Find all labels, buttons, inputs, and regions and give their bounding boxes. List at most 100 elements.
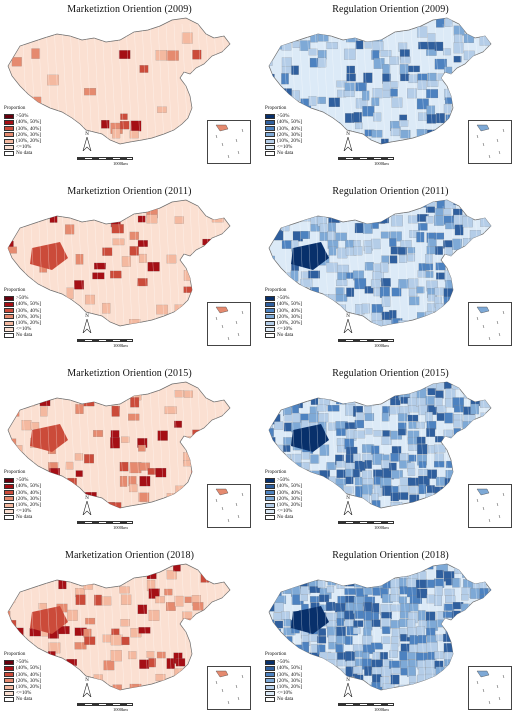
- region: [461, 594, 470, 601]
- region: [499, 421, 508, 428]
- region: [317, 389, 326, 398]
- region: [453, 659, 462, 671]
- region: [390, 398, 401, 406]
- legend-label: (10%, 20%]: [16, 502, 42, 509]
- region: [444, 18, 453, 27]
- region: [201, 650, 210, 661]
- region: [103, 660, 115, 671]
- legend-title: Proportion: [265, 652, 287, 657]
- region: [118, 50, 131, 59]
- region: [13, 627, 24, 637]
- legend-label: (40%, 50%]: [277, 119, 303, 126]
- region: [444, 254, 457, 265]
- region: [498, 56, 507, 64]
- region: [353, 320, 364, 326]
- region: [416, 286, 425, 294]
- region: [67, 477, 77, 486]
- region: [193, 287, 206, 298]
- region: [479, 476, 489, 484]
- region: [435, 502, 443, 508]
- region: [461, 288, 471, 297]
- region: [371, 445, 380, 455]
- region: [166, 570, 177, 580]
- region: [435, 246, 443, 255]
- region: [346, 287, 355, 297]
- region: [48, 137, 60, 144]
- region: [389, 238, 397, 247]
- region: [220, 651, 229, 662]
- region: [337, 25, 349, 36]
- region: [470, 588, 481, 599]
- region: [269, 255, 275, 264]
- region: [472, 287, 485, 299]
- region: [417, 73, 428, 82]
- legend-label: >50%: [277, 113, 290, 120]
- legend-label: (10%, 20%]: [16, 320, 42, 327]
- region: [121, 382, 131, 390]
- region: [471, 278, 483, 287]
- region: [389, 406, 401, 415]
- region: [498, 636, 506, 646]
- region: [454, 436, 466, 448]
- region: [175, 658, 186, 667]
- region: [192, 667, 205, 679]
- region: [453, 419, 463, 428]
- region: [373, 26, 384, 36]
- region: [443, 502, 452, 508]
- region: [499, 619, 510, 626]
- region: [318, 571, 327, 582]
- region: [463, 462, 472, 474]
- region: [389, 650, 398, 658]
- region: [436, 18, 445, 28]
- north-arrow-icon: N: [343, 678, 353, 699]
- region: [218, 389, 227, 399]
- legend-label: (10%, 20%]: [277, 138, 303, 145]
- south-china-sea-inset: [468, 302, 512, 346]
- region: [236, 579, 245, 589]
- scale-label: 1000km: [113, 161, 128, 166]
- legend-item: >50%: [265, 295, 302, 301]
- region: [498, 256, 508, 264]
- legend-item: >50%: [4, 477, 41, 483]
- region: [165, 684, 176, 690]
- scale-label: 1000km: [374, 343, 389, 348]
- legend-swatch: [265, 666, 275, 671]
- region: [352, 469, 361, 478]
- region: [364, 460, 372, 469]
- region: [425, 411, 433, 423]
- region: [47, 74, 59, 86]
- legend-item: (20%, 30%]: [4, 678, 41, 684]
- region: [269, 437, 276, 449]
- legend-item: (30%, 40%]: [4, 126, 41, 132]
- region: [452, 627, 462, 635]
- region: [336, 618, 344, 626]
- region: [336, 279, 348, 287]
- region: [101, 596, 112, 606]
- region: [409, 382, 418, 389]
- region: [454, 493, 464, 501]
- legend-item: <=10%: [265, 326, 302, 332]
- region: [129, 246, 139, 256]
- region: [272, 578, 280, 587]
- region: [111, 224, 124, 234]
- region: [192, 681, 205, 690]
- region: [489, 586, 491, 593]
- region: [94, 594, 102, 606]
- region: [191, 628, 201, 638]
- region: [427, 388, 436, 396]
- region: [490, 446, 491, 455]
- region: [48, 651, 56, 662]
- legend-label: >50%: [16, 659, 29, 666]
- region: [336, 396, 348, 405]
- region: [8, 610, 11, 621]
- region: [299, 564, 311, 572]
- region: [146, 651, 155, 658]
- legend-title: Proportion: [4, 652, 26, 657]
- region: [129, 231, 139, 240]
- region: [371, 206, 382, 216]
- scale-bar: 1000km: [77, 332, 137, 348]
- region: [344, 588, 357, 595]
- legend-swatch: [265, 496, 275, 502]
- region: [47, 477, 58, 484]
- legend-label: >50%: [277, 295, 290, 302]
